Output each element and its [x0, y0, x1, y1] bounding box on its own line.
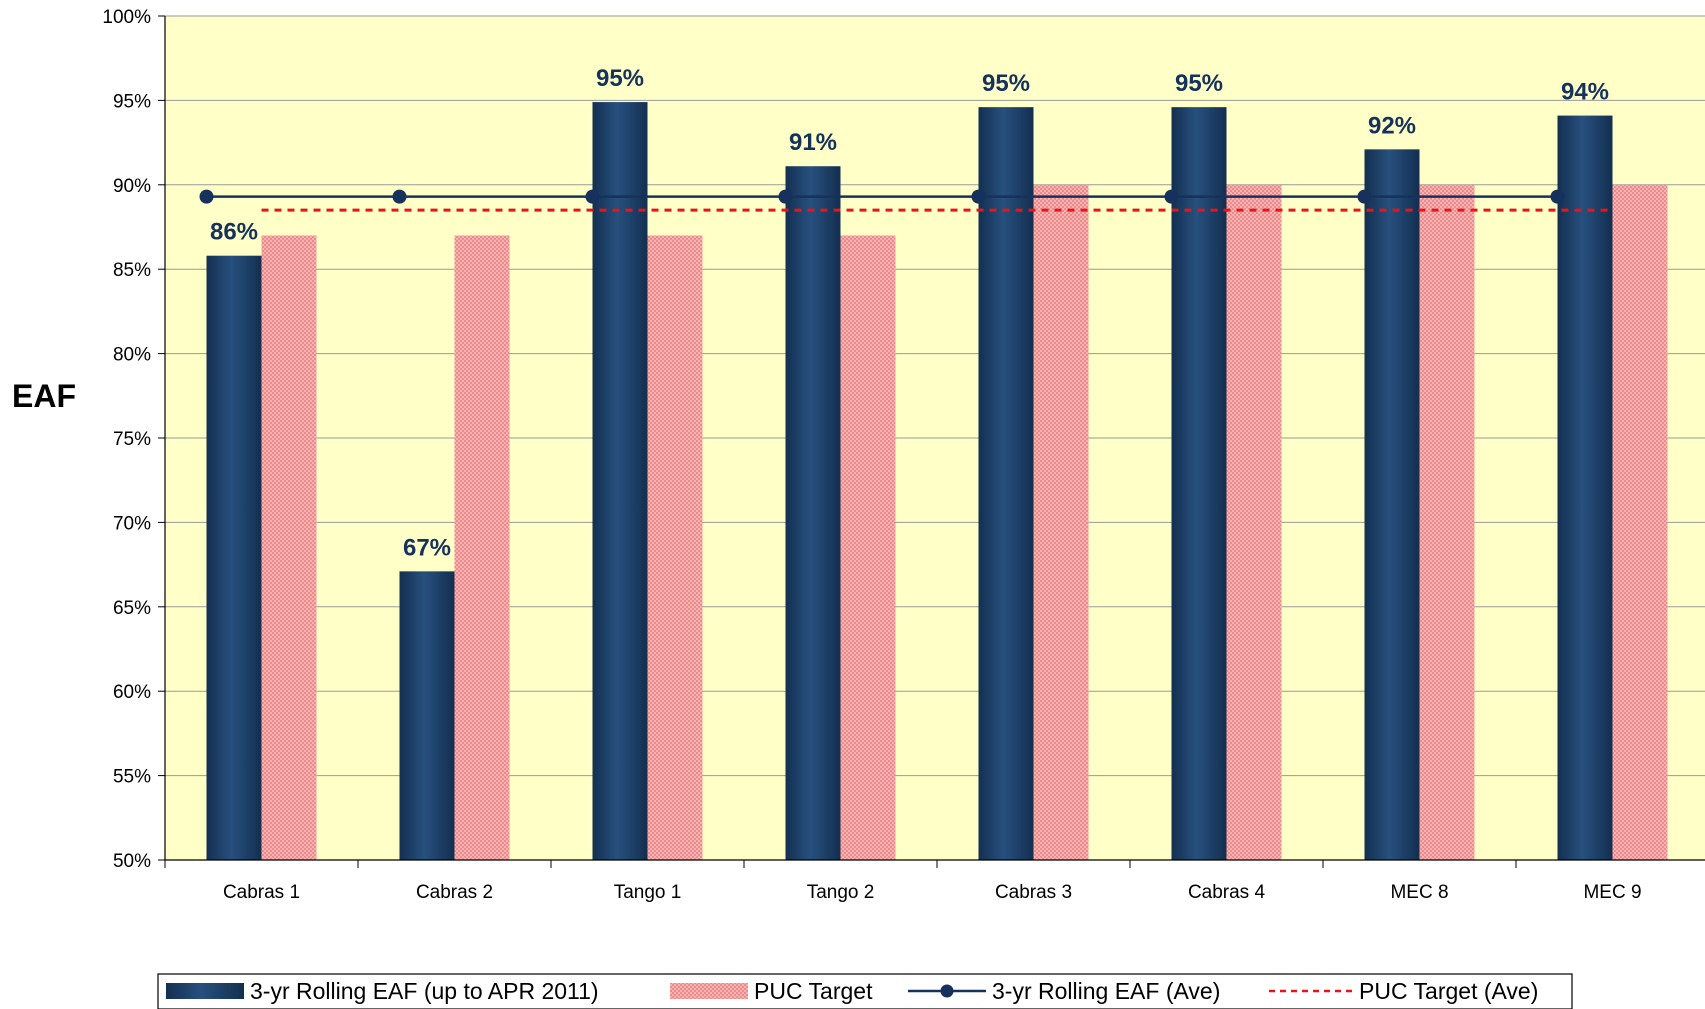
average-lines [199, 189, 1613, 212]
eaf-ave-marker [1357, 189, 1372, 204]
y-tick-label: 65% [113, 598, 151, 619]
x-tick-label: Cabras 4 [1188, 882, 1266, 903]
eaf-ave-marker [1164, 189, 1179, 204]
bar-eaf [1364, 149, 1420, 861]
legend-label-puc-ave-line: PUC Target (Ave) [1359, 978, 1538, 1004]
bar-puc-target [647, 235, 703, 860]
bar-eaf [206, 255, 262, 861]
bar-puc-target [261, 235, 317, 860]
axes: 50% 55% 60% 65% 70% 75% 80% 85% 90% 95% 100% Cabras… [102, 7, 1705, 903]
bar-puc-target [1419, 184, 1475, 861]
bar-eaf [1557, 115, 1613, 861]
x-tick-label: Cabras 1 [223, 882, 300, 903]
y-tick-label: 100% [102, 7, 151, 28]
legend-marker-ave-line [940, 984, 954, 998]
eaf-ave-marker [585, 189, 600, 204]
bar-puc-target [454, 235, 510, 860]
data-labels: 86% 67% 95% 91% 95% 95% 92% 94% [210, 65, 1609, 561]
x-tick-label: MEC 8 [1390, 882, 1448, 903]
y-tick-label: 85% [113, 260, 151, 281]
data-label: 95% [596, 65, 644, 92]
x-tick-label: Tango 2 [807, 882, 875, 903]
bar-eaf [978, 107, 1034, 861]
bars [206, 102, 1668, 861]
x-tick-label: Tango 1 [614, 882, 682, 903]
x-tick-label: MEC 9 [1583, 882, 1641, 903]
eaf-ave-marker [971, 189, 986, 204]
data-label: 67% [403, 534, 451, 561]
data-label: 94% [1561, 79, 1609, 106]
y-tick-label: 70% [113, 513, 151, 534]
legend-swatch-puc-bar [670, 983, 748, 999]
y-tick-label: 80% [113, 345, 151, 366]
bar-eaf [1171, 107, 1227, 861]
y-tick-label: 60% [113, 682, 151, 703]
eaf-ave-marker [392, 189, 407, 204]
legend-swatch-eaf-bar [166, 983, 244, 999]
y-tick-label: 90% [113, 176, 151, 197]
legend-label-puc-bar: PUC Target [754, 978, 873, 1004]
y-tick-label: 50% [113, 851, 151, 872]
legend-label-ave-line: 3-yr Rolling EAF (Ave) [992, 978, 1220, 1004]
y-axis-label: EAF [12, 378, 76, 414]
bar-puc-target [1612, 184, 1668, 861]
y-tick-label: 95% [113, 91, 151, 112]
data-label: 95% [982, 70, 1030, 97]
data-label: 86% [210, 219, 258, 246]
legend-label-eaf-bar: 3-yr Rolling EAF (up to APR 2011) [250, 978, 599, 1004]
data-label: 91% [789, 129, 837, 156]
eaf-ave-marker [778, 189, 793, 204]
y-tick-label: 55% [113, 767, 151, 788]
bar-puc-target [840, 235, 896, 860]
bar-puc-target [1033, 184, 1089, 861]
legend: 3-yr Rolling EAF (up to APR 2011) PUC Ta… [157, 973, 1573, 1009]
data-label: 95% [1175, 70, 1223, 97]
y-tick-label: 75% [113, 429, 151, 450]
bar-eaf [785, 166, 841, 860]
bar-puc-target [1226, 184, 1282, 861]
bar-eaf [399, 571, 455, 860]
eaf-ave-marker [1550, 189, 1565, 204]
data-label: 92% [1368, 112, 1416, 139]
x-tick-label: Cabras 3 [995, 882, 1072, 903]
eaf-ave-marker [199, 189, 214, 204]
x-tick-label: Cabras 2 [416, 882, 493, 903]
bar-eaf [592, 102, 648, 860]
